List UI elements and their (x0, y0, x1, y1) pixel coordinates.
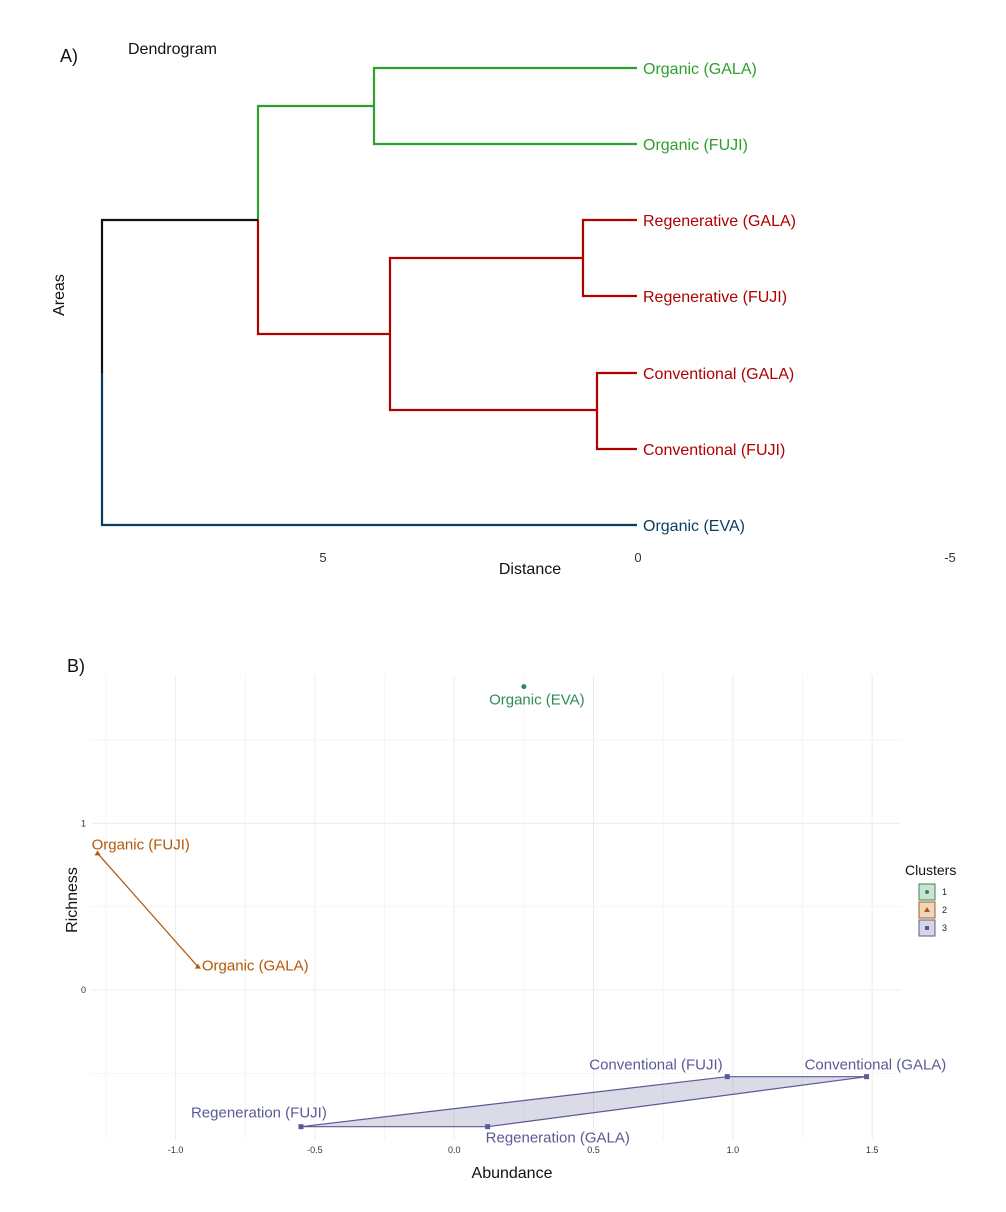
panel-a-label: A) (60, 46, 78, 66)
leaf-label-organic-gala: Organic (GALA) (643, 61, 757, 78)
point-label: Organic (GALA) (202, 958, 309, 975)
x-tick-label: 0.0 (448, 1145, 461, 1155)
dendrogram-x-tick: 0 (634, 550, 641, 565)
branch-organic-gala-fuji (372, 66, 637, 146)
leaf-label-conventional-fuji: Conventional (FUJI) (643, 442, 785, 459)
x-tick-label: 1.0 (727, 1145, 740, 1155)
branch-regenerative (581, 218, 637, 298)
branch-root-eva (100, 373, 637, 527)
dendrogram-x-tick: -5 (944, 550, 956, 565)
point-label: Regeneration (FUJI) (191, 1105, 327, 1122)
y-tick-label: 1 (81, 818, 86, 828)
leaf-label-regenerative-fuji: Regenerative (FUJI) (643, 289, 787, 306)
leaf-label-organic-fuji: Organic (FUJI) (643, 137, 748, 154)
x-tick-label: -0.5 (307, 1145, 323, 1155)
cluster-legend: Clusters 1 2 3 (905, 862, 956, 937)
legend-item-label: 1 (942, 887, 947, 897)
branch-root-top (100, 218, 258, 373)
dendrogram-y-axis-title: Areas (51, 274, 68, 316)
branch-red-to-root (256, 220, 390, 336)
cluster-plot-ticks: -1.0 -0.5 0.0 0.5 1.0 1.5 1 0 (81, 818, 878, 1155)
point-label: Conventional (GALA) (805, 1057, 947, 1074)
cluster-2-hull (97, 852, 199, 968)
legend-marker-square (925, 926, 929, 930)
legend-marker-circle (925, 890, 929, 894)
legend-title: Clusters (905, 862, 956, 878)
cluster-plot-grid (92, 675, 900, 1140)
cluster-plot-y-axis-title: Richness (64, 867, 81, 933)
cluster-3-hull (300, 1076, 867, 1128)
point-label: Conventional (FUJI) (589, 1057, 722, 1074)
dendrogram-branches (100, 66, 637, 527)
point-marker-triangle (194, 963, 201, 969)
dendrogram-title: Dendrogram (128, 41, 217, 58)
branch-regen-conv (388, 256, 597, 412)
legend-item-label: 2 (942, 905, 947, 915)
dendrogram-x-tick: 5 (319, 550, 326, 565)
point-label: Regeneration (GALA) (486, 1130, 630, 1147)
point-marker-square (485, 1124, 491, 1130)
point-marker-square (864, 1074, 870, 1080)
point-label: Organic (EVA) (489, 692, 585, 709)
cluster-plot-x-axis-title: Abundance (472, 1165, 553, 1182)
cluster-points: Organic (EVA) Organic (FUJI) Organic (GALA… (92, 684, 947, 1147)
leaf-label-conventional-gala: Conventional (GALA) (643, 366, 794, 383)
panel-b-label: B) (67, 656, 85, 676)
legend-marker-triangle (924, 907, 930, 912)
point-marker-circle (521, 684, 527, 690)
point-marker-square (298, 1124, 304, 1130)
leaf-label-regenerative-gala: Regenerative (GALA) (643, 213, 796, 230)
point-marker-square (724, 1074, 730, 1080)
dendrogram-leaf-labels: Organic (GALA) Organic (FUJI) Regenerati… (643, 61, 796, 535)
point-marker-triangle (94, 850, 101, 856)
x-tick-label: 1.5 (866, 1145, 879, 1155)
panel-a-dendrogram: A) Dendrogram Areas Distance 5 0 -5 Orga… (51, 41, 956, 578)
dendrogram-x-axis-title: Distance (499, 561, 561, 578)
panel-b-cluster-plot: B) Organic (EVA) Organic (FUJI) Organic (G… (64, 656, 956, 1182)
y-tick-label: 0 (81, 985, 86, 995)
leaf-label-organic-eva: Organic (EVA) (643, 518, 745, 535)
legend-item-label: 3 (942, 923, 947, 933)
point-label: Organic (FUJI) (92, 836, 190, 853)
branch-conventional (595, 371, 637, 451)
x-tick-label: 0.5 (587, 1145, 600, 1155)
branch-organic-to-root (256, 104, 374, 220)
x-tick-label: -1.0 (168, 1145, 184, 1155)
